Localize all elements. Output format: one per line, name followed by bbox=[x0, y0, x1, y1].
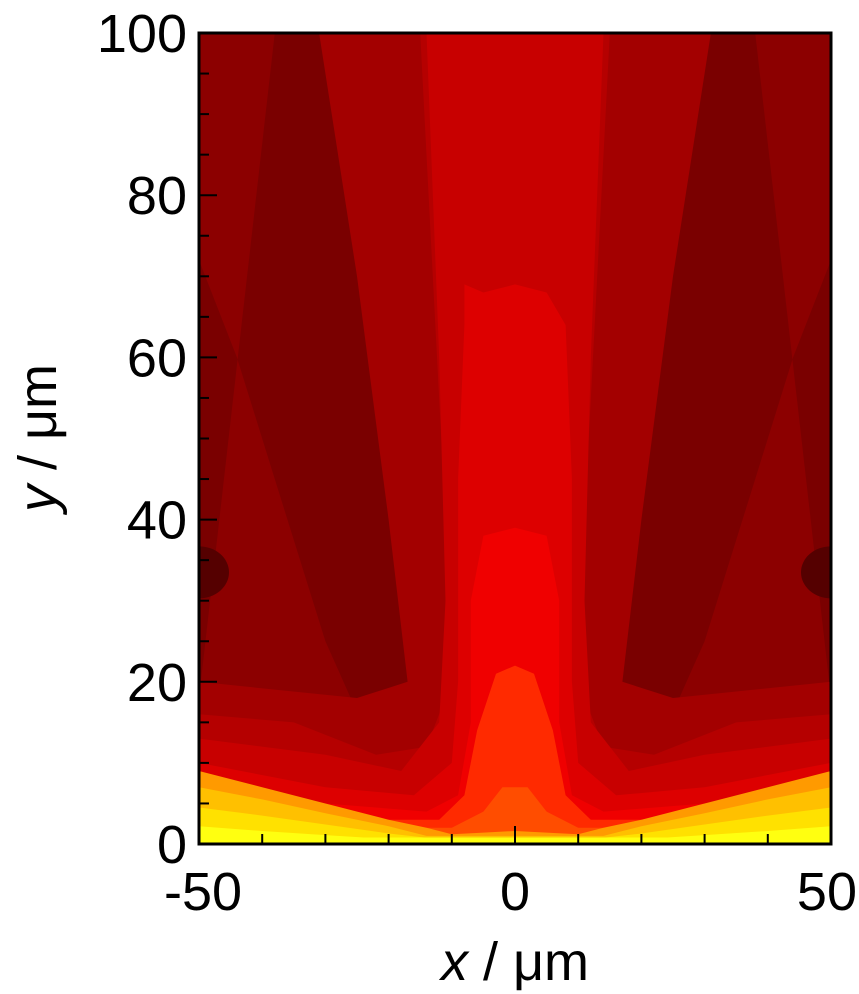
x-axis-label: x / μm bbox=[438, 932, 589, 992]
y-tick-label: 100 bbox=[97, 4, 187, 64]
contour-spot-right bbox=[801, 546, 831, 599]
x-tick-label: 0 bbox=[500, 862, 530, 922]
x-tick-label: -50 bbox=[164, 862, 242, 922]
x-tick-label: 50 bbox=[797, 862, 857, 922]
contour-band-outer-left bbox=[199, 33, 351, 698]
contour-band-outer-right bbox=[679, 33, 831, 698]
contour-band-level-12 bbox=[199, 807, 831, 844]
x-axis-variable: x bbox=[438, 932, 470, 992]
y-tick-label: 60 bbox=[127, 328, 187, 388]
plot-area bbox=[199, 33, 831, 844]
x-axis-unit: / μm bbox=[468, 932, 589, 992]
y-tick-label: 40 bbox=[127, 491, 187, 551]
y-axis-unit: / μm bbox=[8, 364, 68, 485]
y-tick-label: 20 bbox=[127, 653, 187, 713]
y-axis-variable: y bbox=[8, 482, 68, 516]
y-tick-label: 80 bbox=[127, 166, 187, 226]
contour-band-level-8 bbox=[199, 665, 831, 844]
y-axis-label: y / μm bbox=[8, 364, 68, 516]
axis-ticks bbox=[198, 32, 832, 845]
y-tick-label: 0 bbox=[157, 815, 187, 875]
